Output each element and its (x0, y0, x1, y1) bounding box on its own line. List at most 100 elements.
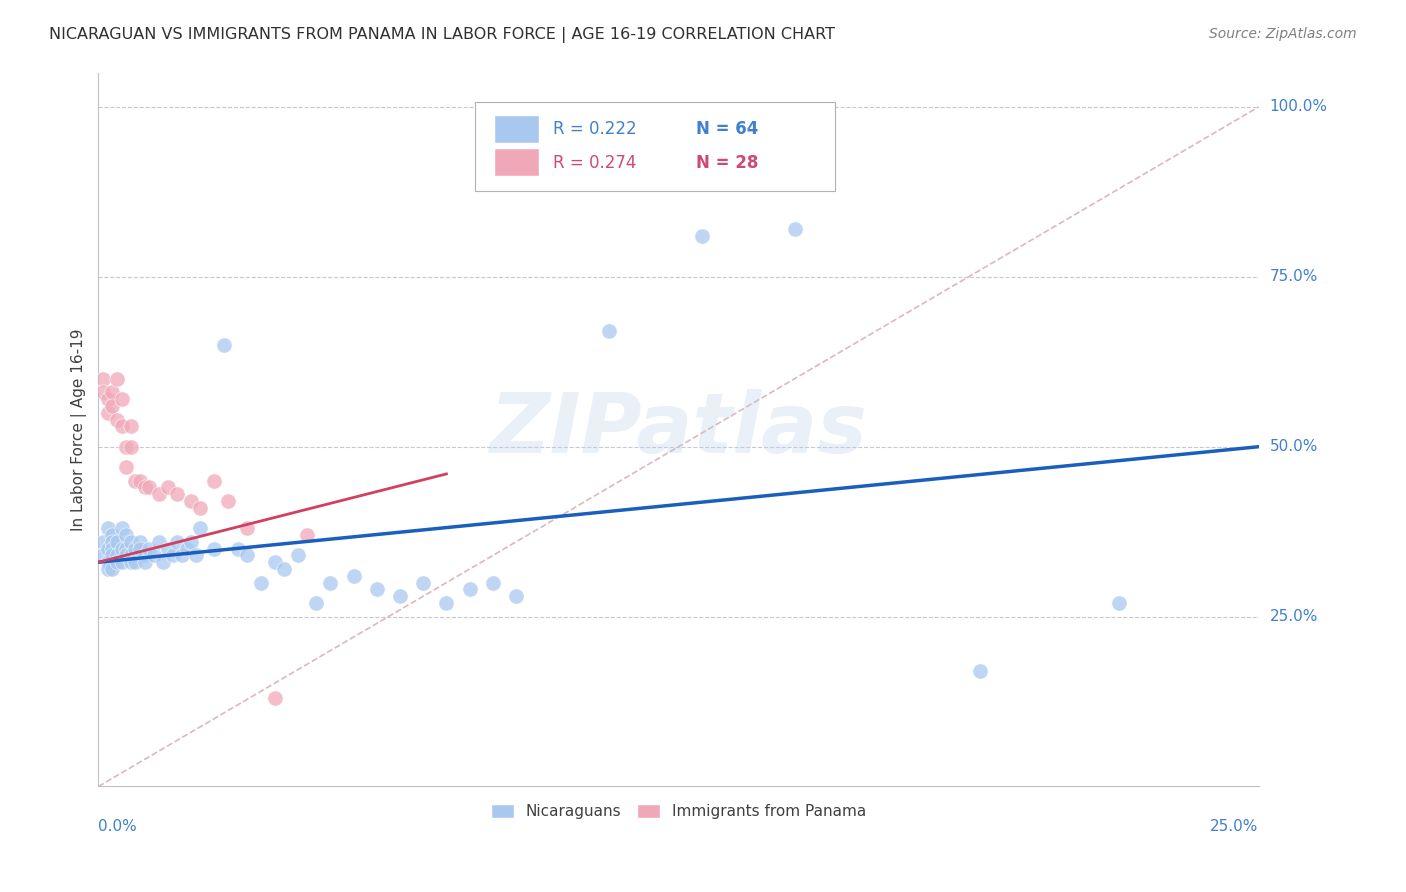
Y-axis label: In Labor Force | Age 16-19: In Labor Force | Age 16-19 (72, 328, 87, 531)
Point (101, 399, 124, 413)
Point (217, 494, 239, 508)
Point (166, 487, 188, 501)
Point (202, 541, 225, 556)
Point (148, 487, 170, 501)
Point (1108, 596, 1130, 610)
Point (120, 549, 142, 563)
Point (170, 549, 193, 563)
FancyBboxPatch shape (475, 102, 835, 191)
Text: N = 28: N = 28 (696, 154, 758, 172)
Point (97, 555, 120, 569)
Point (91, 534, 114, 549)
Point (120, 534, 142, 549)
Point (97, 562, 120, 576)
Point (138, 481, 160, 495)
Point (115, 440, 138, 454)
Point (343, 569, 366, 583)
Point (105, 555, 128, 569)
Point (226, 541, 249, 556)
Point (91, 372, 114, 386)
Point (236, 549, 259, 563)
Point (482, 575, 505, 590)
Point (115, 549, 138, 563)
Text: NICARAGUAN VS IMMIGRANTS FROM PANAMA IN LABOR FORCE | AGE 16-19 CORRELATION CHAR: NICARAGUAN VS IMMIGRANTS FROM PANAMA IN … (49, 27, 835, 43)
Point (129, 474, 152, 488)
Point (236, 521, 259, 535)
Text: 25.0%: 25.0% (1270, 609, 1317, 624)
Point (273, 562, 295, 576)
Point (162, 549, 184, 563)
Text: 50.0%: 50.0% (1270, 439, 1317, 454)
Text: 25.0%: 25.0% (1211, 819, 1258, 834)
Text: 100.0%: 100.0% (1270, 99, 1327, 114)
Bar (495, 149, 540, 177)
Point (134, 481, 156, 495)
Point (184, 549, 207, 563)
Point (134, 555, 156, 569)
Point (97, 392, 120, 406)
Point (124, 555, 146, 569)
Point (115, 528, 138, 542)
Point (690, 229, 713, 244)
Point (148, 534, 170, 549)
Bar (495, 116, 540, 143)
Point (287, 549, 309, 563)
Point (305, 596, 328, 610)
Point (458, 582, 481, 597)
Point (366, 582, 388, 597)
Point (263, 691, 285, 706)
Point (783, 222, 806, 236)
Point (110, 521, 132, 535)
Point (110, 419, 132, 434)
Point (212, 338, 235, 352)
Point (105, 372, 128, 386)
Text: R = 0.274: R = 0.274 (553, 154, 637, 172)
Point (110, 541, 132, 556)
Point (110, 555, 132, 569)
Point (101, 534, 124, 549)
Point (180, 494, 202, 508)
Point (190, 500, 212, 515)
Point (115, 541, 138, 556)
Point (110, 392, 132, 406)
Text: R = 0.222: R = 0.222 (553, 120, 637, 138)
Point (412, 575, 434, 590)
Text: N = 64: N = 64 (696, 120, 758, 138)
Point (156, 481, 179, 495)
Point (190, 521, 212, 535)
Point (295, 528, 318, 542)
Point (105, 534, 128, 549)
Point (105, 549, 128, 563)
Point (124, 541, 146, 556)
Point (505, 589, 527, 603)
Point (249, 575, 271, 590)
Point (129, 534, 152, 549)
Point (389, 589, 412, 603)
Point (115, 460, 138, 475)
Point (105, 412, 128, 426)
Point (97, 541, 120, 556)
Point (124, 474, 146, 488)
Text: 0.0%: 0.0% (98, 819, 138, 834)
Point (120, 419, 142, 434)
Point (143, 549, 166, 563)
Point (166, 534, 188, 549)
Point (263, 555, 285, 569)
Point (101, 549, 124, 563)
Text: Source: ZipAtlas.com: Source: ZipAtlas.com (1209, 27, 1357, 41)
Point (101, 385, 124, 400)
Point (134, 549, 156, 563)
Point (101, 528, 124, 542)
Text: ZIPatlas: ZIPatlas (489, 389, 868, 470)
Legend: Nicaraguans, Immigrants from Panama: Nicaraguans, Immigrants from Panama (485, 798, 872, 825)
Point (97, 406, 120, 420)
Point (156, 541, 179, 556)
Point (129, 541, 152, 556)
Point (138, 541, 160, 556)
Text: 75.0%: 75.0% (1270, 269, 1317, 285)
Point (180, 534, 202, 549)
Point (436, 596, 458, 610)
Point (319, 575, 342, 590)
Point (969, 664, 991, 678)
Point (120, 440, 142, 454)
